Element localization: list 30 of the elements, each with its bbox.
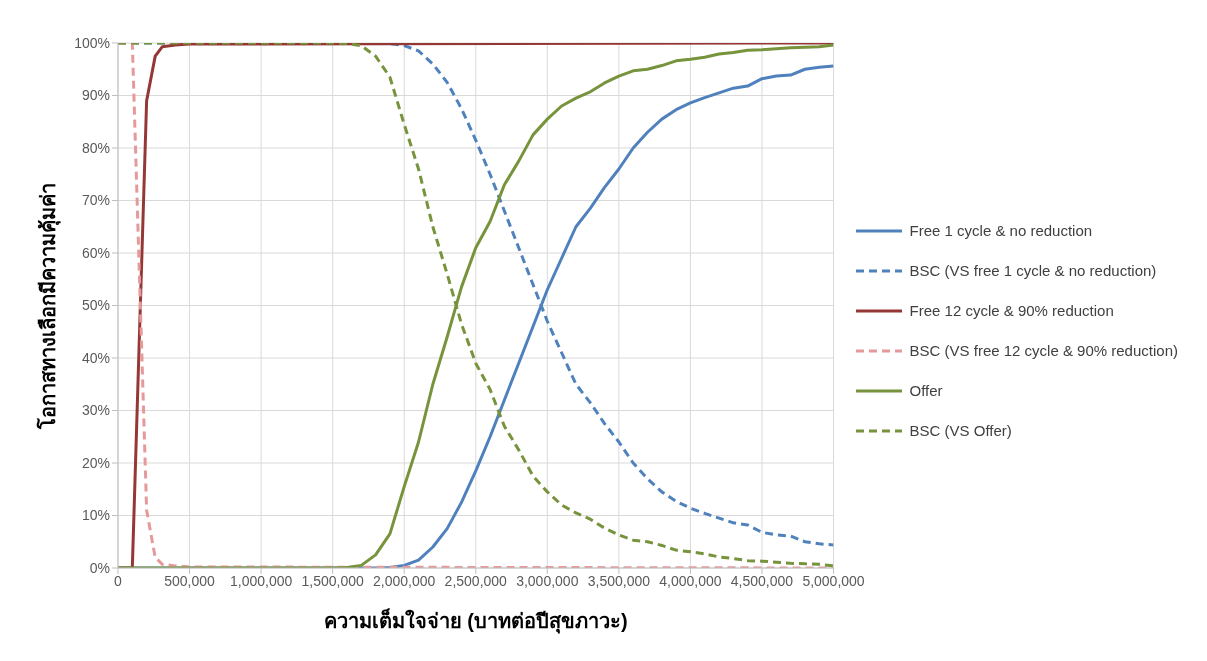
- x-tick-label: 0: [114, 572, 123, 589]
- y-tick-label: 70%: [81, 192, 110, 209]
- legend-label: BSC (VS Offer): [909, 420, 1012, 441]
- legend-label: BSC (VS free 12 cycle & 90% reduction): [909, 340, 1178, 361]
- x-tick-label: 4,500,000: [730, 572, 794, 589]
- legend-label: Free 1 cycle & no reduction: [909, 220, 1093, 241]
- x-tick-label: 4,000,000: [659, 572, 722, 589]
- y-tick-label: 30%: [81, 402, 110, 419]
- y-tick-label: 10%: [81, 507, 110, 524]
- x-tick-label: 1,000,000: [229, 572, 293, 589]
- y-tick-label: 40%: [81, 349, 110, 366]
- y-tick-label: 0%: [89, 559, 110, 576]
- x-tick-label: 2,500,000: [444, 572, 508, 589]
- y-tick-label: 50%: [81, 297, 110, 314]
- x-axis-title: ความเต็มใจจ่าย (บาทต่อปีสุขภาวะ): [323, 608, 628, 634]
- x-tick-label: 1,500,000: [301, 572, 365, 589]
- y-tick-label: 100%: [74, 34, 110, 51]
- x-tick-label: 2,000,000: [373, 572, 436, 589]
- legend-label: Offer: [909, 380, 943, 401]
- y-tick-label: 80%: [81, 139, 110, 156]
- legend-label: Free 12 cycle & 90% reduction: [909, 300, 1114, 321]
- x-tick-label: 3,500,000: [587, 572, 651, 589]
- x-tick-label: 500,000: [164, 572, 216, 589]
- y-tick-label: 90%: [81, 87, 110, 104]
- y-tick-label: 60%: [81, 244, 110, 261]
- y-tick-label: 20%: [81, 454, 110, 471]
- y-axis-title: โอกาสทางเลือกมีความคุ้มค่า: [36, 182, 62, 430]
- x-tick-label: 3,000,000: [516, 572, 579, 589]
- x-tick-label: 5,000,000: [802, 572, 865, 589]
- legend-label: BSC (VS free 1 cycle & no reduction): [909, 260, 1157, 281]
